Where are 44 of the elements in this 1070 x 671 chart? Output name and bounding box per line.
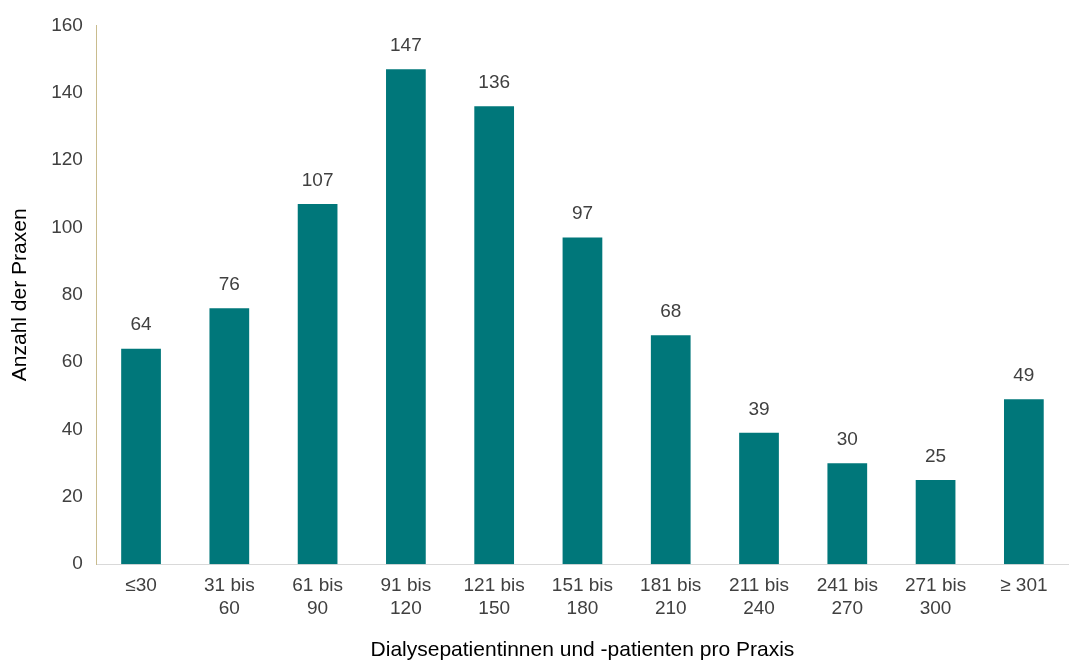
data-label: 68 [660, 299, 682, 321]
data-label: 107 [301, 168, 334, 190]
bar [209, 308, 250, 565]
bar [121, 348, 161, 565]
data-label: 147 [390, 33, 422, 55]
x-tick-label: ≤30 [125, 573, 157, 595]
x-tick-label: 271 bis 300 [904, 573, 967, 618]
data-label: 39 [748, 397, 770, 419]
bar [1004, 399, 1044, 565]
data-label: 76 [218, 273, 240, 294]
x-tick-label: 31 bis 60 [203, 573, 255, 618]
bar [297, 203, 338, 565]
data-label: 136 [478, 70, 511, 92]
bar [739, 432, 779, 565]
data-label: 97 [571, 202, 594, 224]
x-tick-label: 181 bis 210 [640, 573, 702, 618]
data-label: 30 [836, 427, 858, 449]
bar [562, 237, 603, 565]
y-tick-label: 60 [61, 350, 83, 372]
bar [474, 106, 515, 565]
x-tick-label: 121 bis 150 [463, 573, 525, 618]
data-label: 64 [130, 313, 153, 335]
bar [915, 480, 956, 565]
y-axis-title: Anzahl der Praxen [7, 208, 31, 382]
x-axis-title: Dialysepatientinnen und -patienten pro Praxis [370, 637, 795, 661]
y-tick-label: 160 [51, 13, 83, 35]
data-label: 49 [1013, 363, 1035, 385]
data-label: 25 [925, 444, 947, 466]
y-tick-label: 100 [51, 215, 83, 237]
x-tick-label: 241 bis 270 [816, 573, 878, 618]
y-tick-label: 20 [61, 485, 83, 507]
x-tick-label: ≥ 301 [1000, 573, 1048, 595]
y-tick-label: 40 [61, 417, 83, 439]
x-tick-label: 211 bis 240 [729, 573, 789, 618]
bar [386, 69, 426, 565]
y-tick-label: 140 [51, 80, 83, 102]
bar [650, 335, 691, 565]
y-tick-label: 0 [72, 552, 83, 574]
x-tick-label: 91 bis 120 [380, 573, 432, 618]
x-tick-label: 151 bis 180 [551, 573, 614, 618]
bar [827, 463, 868, 565]
x-tick-label: 61 bis 90 [292, 573, 343, 618]
y-tick-label: 80 [61, 283, 83, 305]
y-tick-label: 120 [51, 148, 83, 170]
